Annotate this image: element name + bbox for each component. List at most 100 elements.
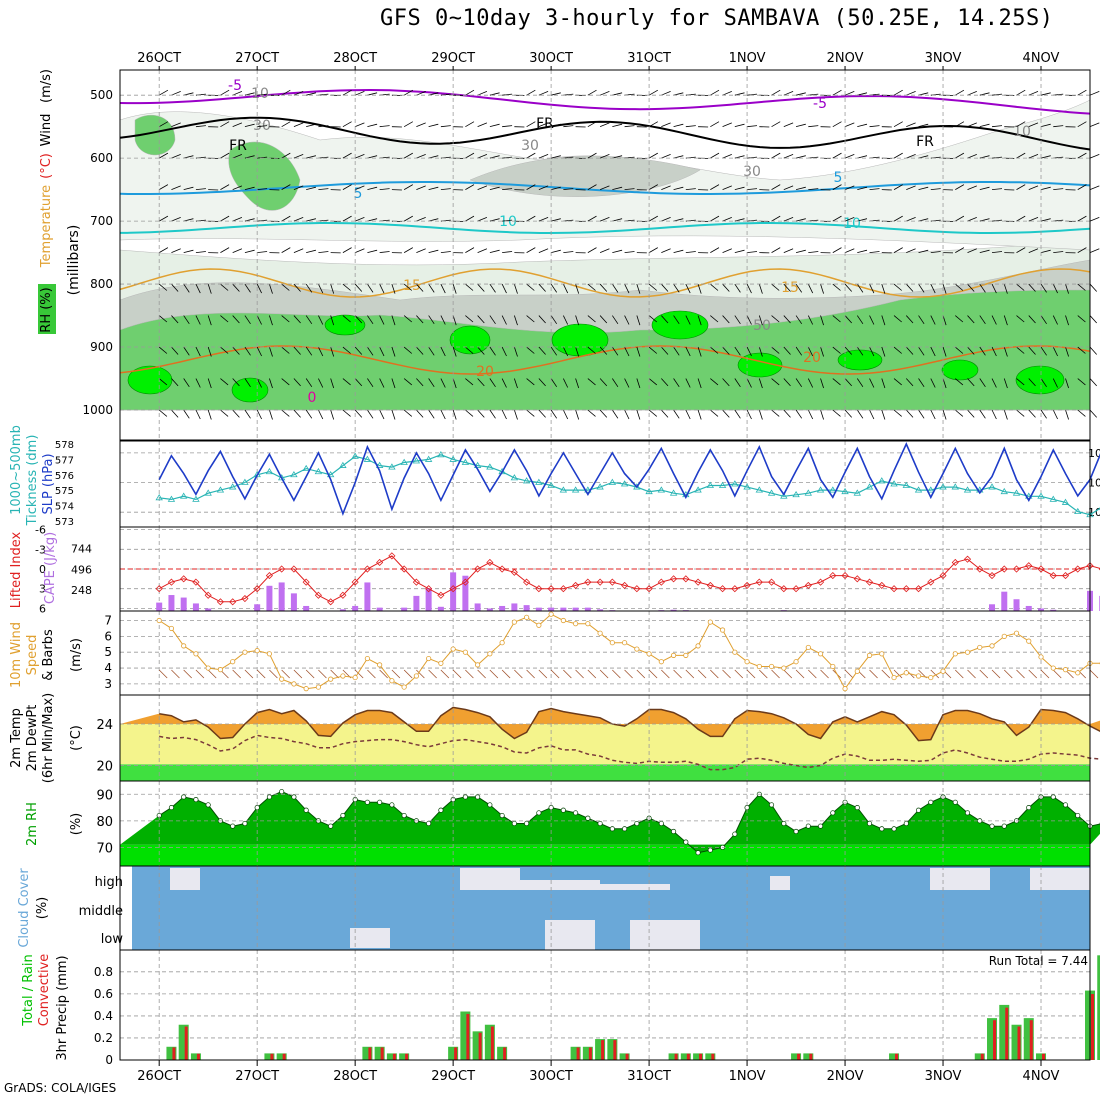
precip-total-bar (680, 1053, 691, 1060)
li-point (192, 578, 200, 586)
precip-convective-bar (980, 1053, 984, 1060)
wind-barb (306, 186, 316, 191)
bottom-day-label: 27OCT (235, 1069, 279, 1084)
wind-barb (710, 89, 720, 96)
wind-barb (942, 378, 947, 389)
wind-barb (342, 215, 352, 222)
wind-barb (967, 409, 975, 418)
wind-barb (1003, 409, 1008, 420)
rh-point (1075, 812, 1081, 819)
li-point (1000, 565, 1008, 573)
li-point (914, 585, 923, 593)
cape-bar (168, 595, 175, 611)
wind-barb (673, 249, 684, 253)
rh-point (830, 810, 836, 816)
thickness-point (914, 486, 923, 493)
wind-barb (587, 215, 597, 222)
wind-point (548, 611, 554, 617)
precip-convective-bar (172, 1047, 176, 1060)
wind-point (915, 673, 922, 679)
wind-barb (685, 251, 696, 253)
wind-barb (1089, 154, 1100, 159)
bottom-day-label: 28OCT (333, 1069, 377, 1084)
contour-label: FR (916, 134, 934, 150)
pressure-tick-label: 1000 (82, 403, 113, 417)
cape-bar (511, 603, 518, 611)
wind-barb (244, 218, 255, 222)
wind-barb (355, 185, 365, 191)
wind-barb (747, 219, 758, 222)
rh-max-blob (231, 377, 269, 403)
wind-barb (979, 186, 990, 191)
wind-barb (979, 218, 990, 222)
wind-point (401, 684, 407, 690)
wind-barb (379, 251, 390, 253)
wind-barb (1003, 315, 1008, 326)
wind-barb (734, 283, 741, 293)
wind-barb (550, 378, 558, 388)
slp-label-c: SLP (hPa) (41, 453, 56, 514)
precip-tick: 0.6 (94, 987, 113, 1001)
wind-barb (685, 188, 696, 191)
wind-barb (575, 346, 580, 357)
wind-barb (991, 125, 1003, 128)
wind-barb (293, 185, 304, 191)
wind-barb (612, 218, 623, 222)
cloud-clear-patch (590, 884, 670, 890)
rh-point (879, 826, 885, 832)
wind-barb (661, 283, 669, 292)
precip-convective-bar (809, 1053, 813, 1060)
wind-barb (257, 93, 268, 96)
wind-barb (293, 315, 301, 324)
cloud-level-label: high (95, 875, 123, 890)
wind-barb (893, 315, 902, 323)
wind-barb (1089, 248, 1100, 253)
wind-barb (967, 122, 977, 128)
wind-barb (403, 346, 413, 354)
wind-barb (734, 218, 745, 222)
wind-barb (1040, 123, 1051, 128)
temp-contour-5 (119, 181, 1091, 195)
wind-barb (710, 184, 720, 190)
wind-barb (281, 152, 291, 159)
wind-barb (452, 283, 457, 294)
precip-total-bar (264, 1053, 275, 1060)
wind-barb (991, 409, 997, 420)
wind-barb (795, 409, 803, 419)
wind-barb (158, 121, 169, 128)
wind-barb-10m (538, 669, 548, 679)
wind-barb (991, 346, 997, 357)
wind-barb (648, 378, 658, 386)
wind-barb (538, 346, 546, 355)
wind-barb (440, 315, 446, 325)
cape-bar (597, 609, 604, 611)
rh-point (291, 794, 297, 800)
wind-barb (232, 122, 243, 128)
thickness-point (755, 486, 764, 493)
wind-barb (391, 346, 396, 357)
thickness-line (159, 454, 1100, 516)
wind-point (242, 649, 248, 655)
wind-point (524, 614, 530, 620)
wind-barb (906, 217, 916, 222)
wind-barb (526, 283, 535, 291)
li-point (816, 578, 825, 586)
wind-barb (599, 315, 608, 324)
wind-barb-10m (844, 669, 854, 679)
wind-barb (220, 184, 230, 190)
wind-barb (955, 346, 964, 354)
wind-barb (526, 152, 536, 159)
rh-point (695, 850, 701, 856)
contour-label: 15 (781, 280, 799, 296)
wind-barb (844, 378, 852, 387)
wind-barb (538, 217, 549, 222)
li-point (584, 578, 592, 586)
wind-barb (661, 346, 669, 355)
wind-barb (563, 251, 574, 253)
li-point (400, 565, 408, 573)
wind-barb (232, 248, 243, 253)
li-point (719, 585, 727, 593)
wind-barb (367, 92, 378, 96)
wind-tick: 5 (104, 645, 112, 659)
li-point (865, 578, 874, 586)
